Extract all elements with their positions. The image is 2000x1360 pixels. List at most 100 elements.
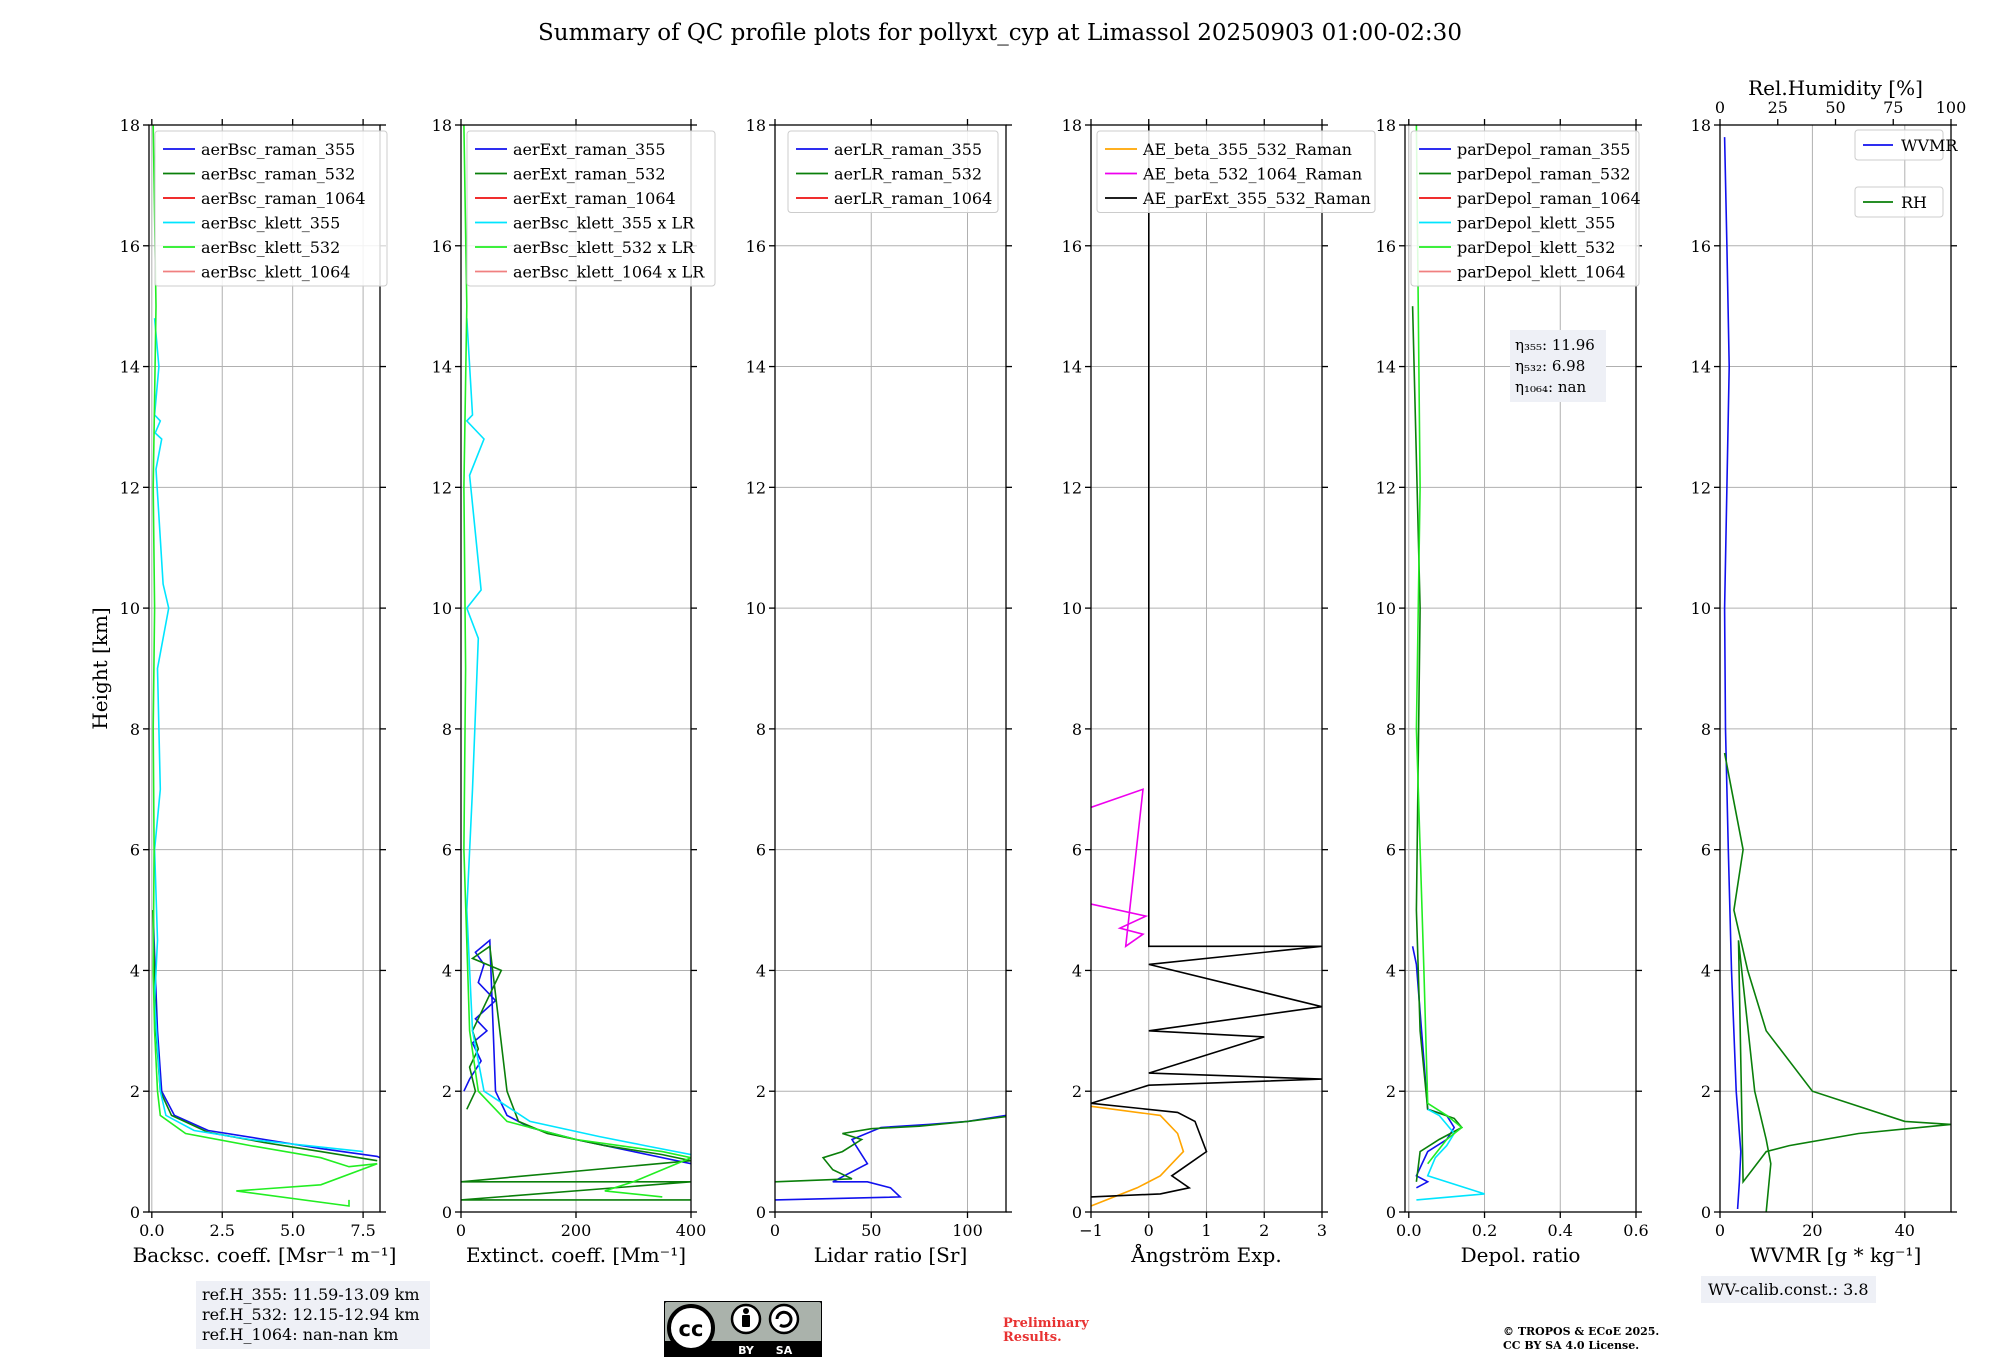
y-tick-label: 2: [1386, 1082, 1396, 1101]
top-x-axis-label: Rel.Humidity [%]: [1748, 76, 1923, 100]
series-line-AE-beta-532-1064-Raman: [1091, 788, 1149, 948]
y-tick-label: 18: [432, 116, 452, 135]
y-tick-label: 18: [1062, 116, 1082, 135]
legend-label: aerLR_raman_532: [834, 165, 982, 184]
legend-label: aerBsc_raman_355: [201, 140, 355, 159]
depol-annotation-box: η₃₅₅: 11.96 η₅₃₂: 6.98 η₁₀₆₄: nan: [1510, 330, 1606, 402]
series-line-WVMR: [1723, 137, 1742, 1210]
y-tick-label: 12: [746, 478, 766, 497]
legend-label: AE_beta_532_1064_Raman: [1142, 165, 1362, 184]
annotation-bg: [1510, 330, 1606, 402]
figure-title: Summary of QC profile plots for pollyxt_…: [538, 20, 1462, 46]
x-tick-label: 0.0: [139, 1221, 164, 1240]
annotation-text: η₅₃₂: 6.98: [1515, 357, 1585, 375]
y-tick-label: 8: [1386, 720, 1396, 739]
y-tick-label: 12: [432, 478, 452, 497]
copyright-notice: © TROPOS & ECoE 2025. CC BY SA 4.0 Licen…: [1503, 1325, 1660, 1352]
svg-text:SA: SA: [776, 1344, 793, 1357]
y-tick-label: 10: [432, 599, 452, 618]
series-line-aerBsc-klett-532-x-LR: [463, 125, 691, 1198]
annotation-text: η₃₅₅: 11.96: [1515, 336, 1595, 354]
y-tick-label: 2: [442, 1082, 452, 1101]
axes-frame: [1404, 124, 1637, 1213]
x-axis-label: Ångström Exp.: [1130, 1242, 1281, 1267]
y-tick-label: 0: [756, 1203, 766, 1222]
y-tick-label: 12: [1376, 478, 1396, 497]
legend-rh: RH: [1854, 186, 1944, 218]
series-line-RH: [1723, 752, 1951, 1212]
y-tick-label: 6: [1701, 841, 1711, 860]
x-axis-label: Lidar ratio [Sr]: [814, 1243, 968, 1267]
legend-label: aerExt_raman_355: [513, 140, 666, 159]
ref-height-1064: ref.H_1064: nan-nan km: [202, 1325, 399, 1344]
legend-box: [1410, 130, 1640, 287]
top-x-tick-label: 100: [1936, 98, 1967, 117]
series-line-aerLR-raman-532: [775, 1115, 1006, 1183]
legend-label: AE_parExt_355_532_Raman: [1142, 189, 1371, 208]
series-line-aerBsc-klett-355-x-LR: [465, 318, 691, 1156]
legend-box: [1854, 186, 1944, 218]
legend-box: [466, 130, 716, 287]
x-tick-label: 20: [1802, 1221, 1822, 1240]
legend-label: AE_beta_355_532_Raman: [1142, 140, 1352, 159]
series-line-aerBsc-klett-532: [152, 125, 378, 1207]
legend-label: aerExt_raman_1064: [513, 189, 676, 208]
axes-frame: [148, 124, 381, 1213]
series-line-parDepol-raman-532: [1411, 306, 1464, 1182]
panel-1: 0 2 4 6 8 10 12 14 16 18 0.0 2.5 5.0 7.5 Backsc. coeff…: [88, 116, 396, 1267]
x-tick-label: 40: [1895, 1221, 1915, 1240]
y-tick-label: 6: [442, 841, 452, 860]
legend-label: parDepol_klett_1064: [1457, 263, 1626, 282]
legend-label: WVMR: [1901, 136, 1958, 155]
x-tick-label: 0.4: [1548, 1221, 1573, 1240]
y-tick-label: 0: [1701, 1203, 1711, 1222]
top-x-tick-label: 25: [1768, 98, 1788, 117]
y-tick-label: 8: [130, 720, 140, 739]
series-line-AE-beta-355-532-Raman: [1091, 1105, 1185, 1207]
x-tick-label: 400: [676, 1221, 707, 1240]
legend-label: aerLR_raman_1064: [834, 189, 992, 208]
panel-2: 0 2 4 6 8 10 12 14 16 18 0 200 400 Extinct. coeff. [M…: [432, 116, 716, 1267]
x-tick-label: 0: [456, 1221, 466, 1240]
x-tick-label: 50: [861, 1221, 881, 1240]
panel-5: 0 2 4 6 8 10 12 14 16 18 0.0 0.2 0.4 0.6 Depol. ratio p…: [1376, 116, 1649, 1267]
y-tick-label: 18: [120, 116, 140, 135]
x-tick-label: 2.5: [210, 1221, 235, 1240]
y-tick-label: 16: [1062, 237, 1082, 256]
x-tick-label: −1: [1079, 1221, 1103, 1240]
legend: AE_beta_355_532_Raman AE_beta_532_1064_Ra…: [1096, 130, 1376, 213]
y-tick-label: 16: [120, 237, 140, 256]
y-tick-label: 8: [1701, 720, 1711, 739]
legend-label: parDepol_klett_532: [1457, 238, 1615, 257]
top-x-tick-label: 50: [1825, 98, 1845, 117]
x-tick-label: 0.6: [1623, 1221, 1648, 1240]
x-tick-label: 100: [952, 1221, 983, 1240]
y-tick-label: 4: [1701, 961, 1711, 980]
y-tick-label: 4: [1386, 961, 1396, 980]
y-tick-label: 12: [1062, 478, 1082, 497]
x-tick-label: 2: [1259, 1221, 1269, 1240]
x-axis-label: Extinct. coeff. [Mm⁻¹]: [466, 1243, 686, 1267]
y-tick-label: 6: [1386, 841, 1396, 860]
y-tick-label: 2: [1072, 1082, 1082, 1101]
y-tick-label: 2: [130, 1082, 140, 1101]
y-tick-label: 2: [756, 1082, 766, 1101]
x-tick-label: 0.0: [1396, 1221, 1421, 1240]
y-tick-label: 14: [1691, 358, 1711, 377]
x-tick-label: 1: [1201, 1221, 1211, 1240]
series-line-aerBsc-klett-355: [153, 318, 364, 1153]
legend-label: aerBsc_klett_532: [201, 238, 340, 257]
x-tick-label: 5.0: [280, 1221, 305, 1240]
x-tick-label: 7.5: [350, 1221, 375, 1240]
top-x-tick-label: 75: [1883, 98, 1903, 117]
legend-label: aerExt_raman_532: [513, 165, 666, 184]
y-tick-label: 16: [746, 237, 766, 256]
x-tick-label: 3: [1317, 1221, 1327, 1240]
legend-label: aerBsc_klett_355: [201, 214, 340, 233]
y-tick-label: 0: [1072, 1203, 1082, 1222]
y-tick-label: 6: [1072, 841, 1082, 860]
reference-height-box: ref.H_355: 11.59-13.09 km ref.H_532: 12.…: [196, 1281, 430, 1349]
legend-label: parDepol_klett_355: [1457, 214, 1615, 233]
